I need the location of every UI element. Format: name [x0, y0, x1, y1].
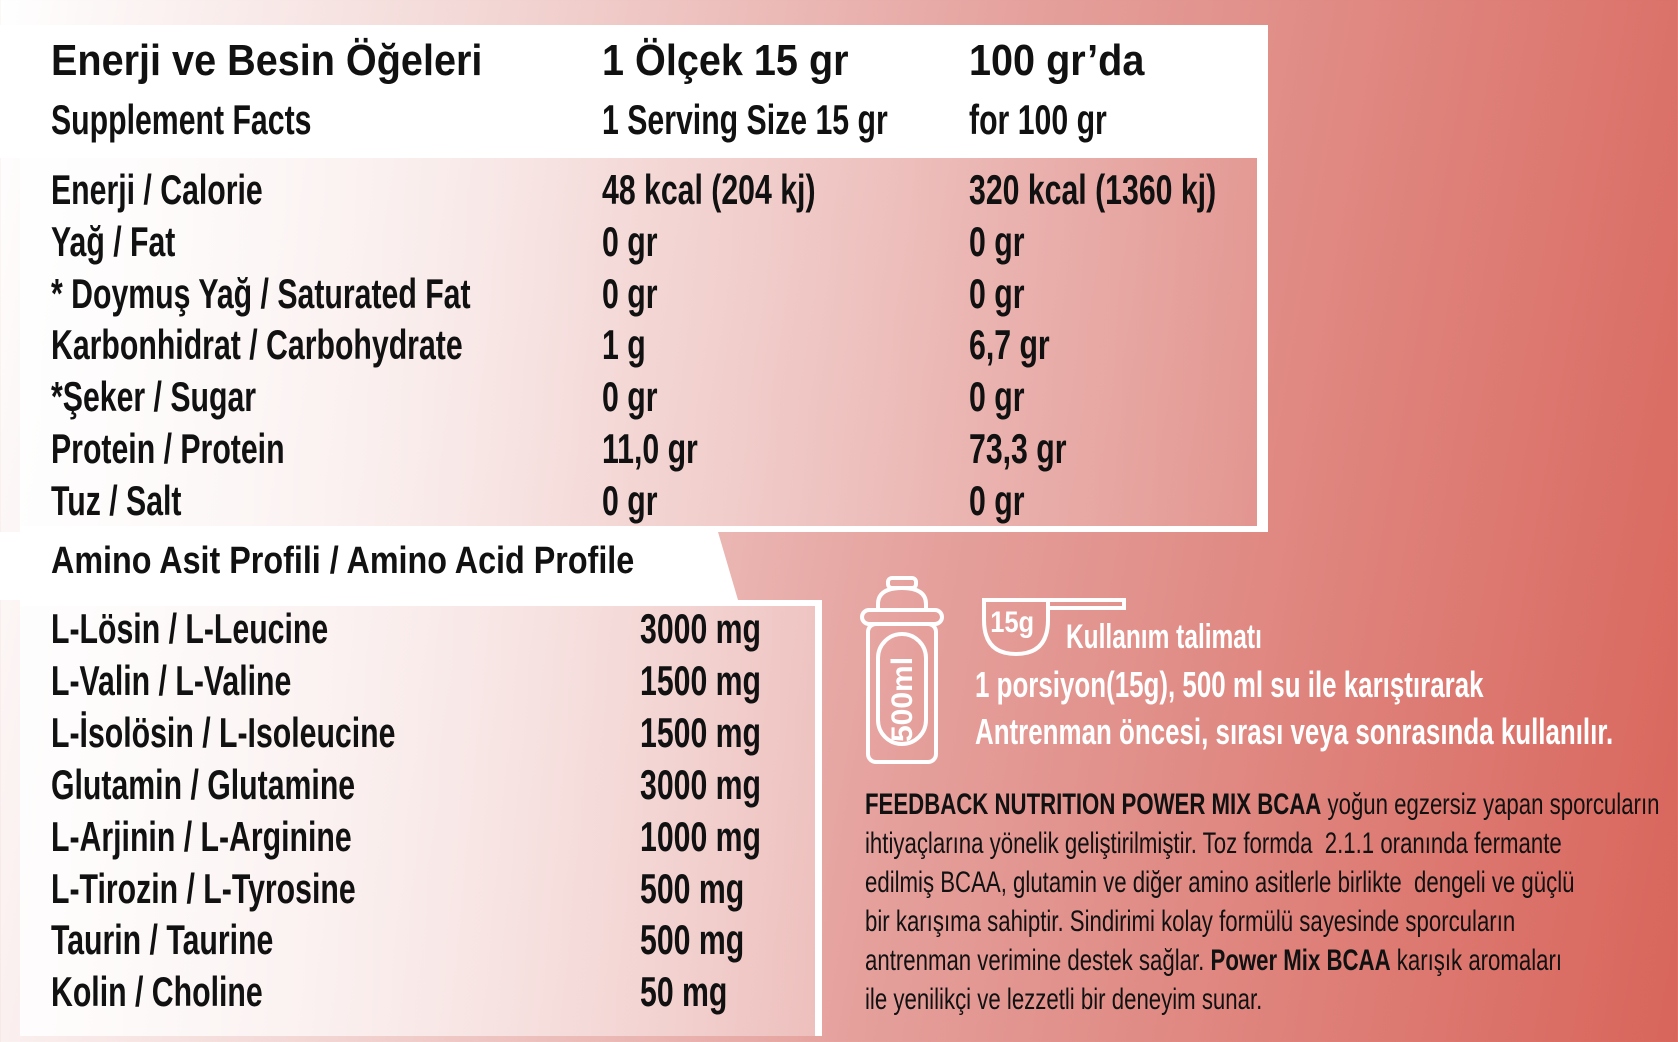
amino-name: L-Arjinin / L-Arginine — [51, 812, 352, 860]
description-line: bir karışıma sahiptir. Sindirimi kolay f… — [865, 905, 1516, 938]
description-line: FEEDBACK NUTRITION POWER MIX BCAA yoğun … — [865, 788, 1660, 821]
nutrition-per100: 0 gr — [969, 269, 1025, 317]
nutrition-name: Yağ / Fat — [51, 217, 176, 265]
header-col1-title: Enerji ve Besin Öğeleri — [51, 36, 483, 85]
amino-value: 3000 mg — [640, 760, 762, 808]
amino-title: Amino Asit Profili / Amino Acid Profile — [51, 540, 635, 582]
amino-value: 1500 mg — [640, 708, 762, 756]
nutrition-table — [20, 158, 1263, 532]
nutrition-name: Enerji / Calorie — [51, 166, 263, 213]
nutrition-name: Karbonhidrat / Carbohydrate — [51, 321, 463, 369]
header-panel — [0, 25, 1268, 158]
nutrition-per100: 0 gr — [969, 373, 1025, 421]
nutrition-per100: 320 kcal (1360 kj) — [969, 166, 1217, 213]
nutrition-serving: 0 gr — [602, 269, 658, 317]
scoop-label: 15g — [990, 605, 1034, 638]
nutrition-name: Tuz / Salt — [51, 476, 182, 524]
header-col2-sub: 1 Serving Size 15 gr — [602, 96, 888, 143]
usage-line2: Antrenman öncesi, sırası veya sonrasında… — [975, 711, 1614, 752]
nutrition-per100: 0 gr — [969, 476, 1025, 524]
amino-name: L-Tirozin / L-Tyrosine — [51, 864, 356, 912]
amino-value: 3000 mg — [640, 605, 762, 652]
header-col1-sub: Supplement Facts — [51, 96, 312, 143]
header-col3-sub: for 100 gr — [969, 96, 1107, 143]
nutrition-serving: 11,0 gr — [602, 425, 698, 472]
nutrition-serving: 48 kcal (204 kj) — [602, 166, 816, 213]
scoop-icon: 15g — [982, 598, 1126, 657]
description-line: ile yenilikçi ve lezzetli bir deneyim su… — [865, 983, 1263, 1016]
usage-line1: 1 porsiyon(15g), 500 ml su ile karıştıra… — [975, 664, 1484, 705]
nutrition-per100: 73,3 gr — [969, 425, 1067, 472]
amino-name: L-İsolösin / L-Isoleucine — [51, 708, 396, 756]
bottle-label: 500ml — [886, 657, 919, 742]
nutrition-name: Protein / Protein — [51, 425, 285, 472]
divider — [1263, 25, 1268, 532]
nutrition-serving: 0 gr — [602, 217, 658, 265]
description-line: ihtiyaçlarına yönelik geliştirilmiştir. … — [865, 827, 1562, 860]
amino-name: Taurin / Taurine — [51, 916, 274, 964]
amino-name: L-Lösin / L-Leucine — [51, 605, 329, 652]
header-col3-title: 100 gr’da — [969, 36, 1145, 85]
usage-title: Kullanım talimatı — [1066, 618, 1262, 656]
nutrition-serving: 0 gr — [602, 373, 658, 421]
amino-name: Kolin / Choline — [51, 968, 263, 1016]
nutrition-serving: 0 gr — [602, 476, 658, 524]
nutrition-name: * Doymuş Yağ / Saturated Fat — [51, 269, 471, 317]
header-col2-title: 1 Ölçek 15 gr — [602, 36, 849, 85]
nutrition-name: *Şeker / Sugar — [51, 373, 257, 421]
amino-value: 1500 mg — [640, 656, 762, 704]
product-description: FEEDBACK NUTRITION POWER MIX BCAA yoğun … — [865, 785, 1660, 1019]
amino-header-panel — [0, 532, 738, 600]
description-line: antrenman verimine destek sağlar. Power … — [865, 944, 1563, 977]
description-line: edilmiş BCAA, glutamin ve diğer amino as… — [865, 866, 1575, 899]
amino-value: 500 mg — [640, 864, 745, 912]
nutrition-per100: 0 gr — [969, 217, 1025, 265]
amino-value: 50 mg — [640, 968, 728, 1016]
amino-name: Glutamin / Glutamine — [51, 760, 356, 808]
nutrition-per100: 6,7 gr — [969, 321, 1050, 369]
amino-value: 1000 mg — [640, 812, 762, 860]
shaker-bottle-icon: 500ml — [860, 576, 944, 764]
amino-value: 500 mg — [640, 916, 745, 964]
amino-table — [20, 600, 822, 1036]
nutrition-serving: 1 g — [602, 321, 646, 369]
amino-name: L-Valin / L-Valine — [51, 656, 292, 704]
